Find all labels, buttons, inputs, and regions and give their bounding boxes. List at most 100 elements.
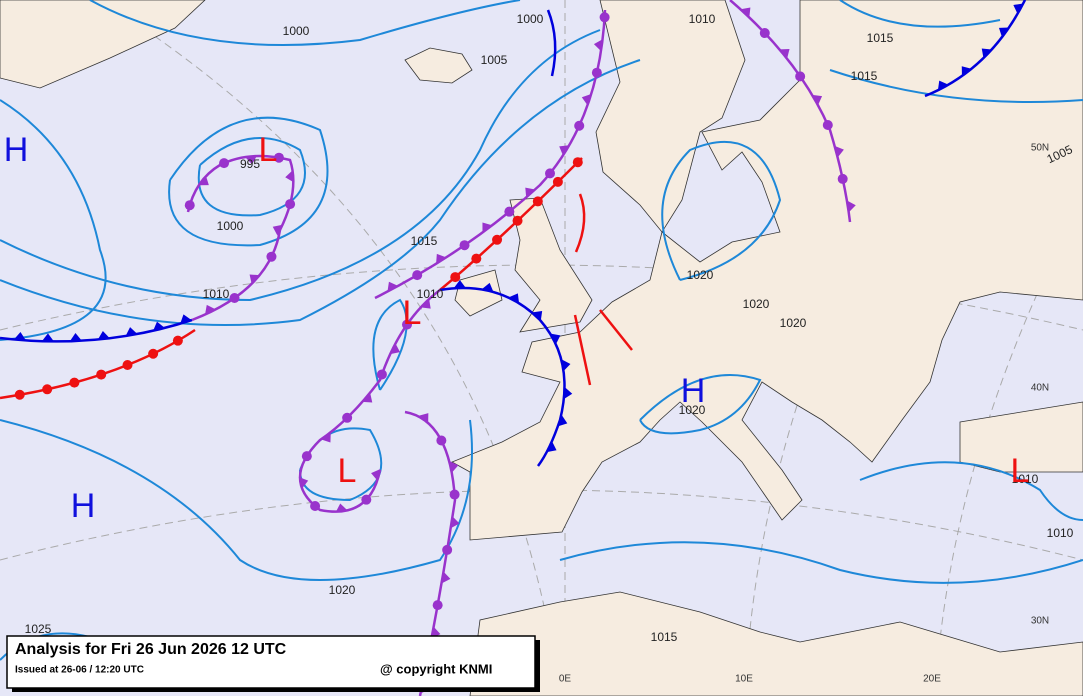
pressure-label: 1020 bbox=[780, 316, 807, 330]
front-symbol bbox=[229, 293, 240, 304]
front-symbol bbox=[301, 451, 312, 462]
pressure-label: 1000 bbox=[517, 12, 544, 26]
front-symbol bbox=[593, 39, 603, 52]
pressure-label: 1015 bbox=[867, 31, 894, 45]
europe bbox=[451, 0, 1083, 541]
pressure-center: L bbox=[403, 294, 422, 332]
front-symbol bbox=[449, 460, 459, 473]
pressure-label: 1025 bbox=[25, 622, 52, 636]
front-symbol bbox=[1013, 3, 1024, 15]
pressure-center: H bbox=[681, 372, 706, 410]
isobar bbox=[0, 29, 601, 302]
front-symbol bbox=[482, 222, 493, 233]
front-symbol bbox=[546, 441, 557, 453]
pressure-label: 1010 bbox=[1012, 472, 1039, 486]
ireland bbox=[454, 269, 503, 317]
fronts bbox=[0, 0, 1027, 696]
grid-label: 20E bbox=[923, 674, 941, 685]
front-symbol bbox=[148, 348, 159, 359]
front-symbol bbox=[561, 359, 571, 372]
front bbox=[546, 9, 557, 77]
front-symbol bbox=[387, 281, 399, 292]
front-symbol bbox=[450, 272, 461, 283]
greenland bbox=[0, 0, 206, 89]
front-symbol bbox=[285, 199, 296, 210]
front-symbol bbox=[153, 321, 165, 331]
front-symbol bbox=[310, 501, 321, 512]
front-symbol bbox=[125, 327, 138, 337]
front-symbol bbox=[449, 489, 460, 500]
front-symbol bbox=[273, 152, 284, 163]
front-symbol bbox=[41, 333, 54, 342]
front-symbol bbox=[795, 71, 806, 82]
front-symbol bbox=[335, 503, 348, 513]
pressure-label: 1005 bbox=[481, 53, 508, 67]
pressure-label: 1000 bbox=[217, 219, 244, 233]
pressure-label: 995 bbox=[240, 157, 260, 171]
front-symbol bbox=[557, 415, 568, 427]
front-symbol bbox=[13, 331, 26, 341]
isobar bbox=[639, 374, 762, 435]
front-symbol bbox=[441, 571, 451, 584]
front-symbol bbox=[550, 333, 561, 345]
front bbox=[574, 193, 586, 253]
front-symbol bbox=[266, 251, 277, 262]
front-symbol bbox=[961, 66, 972, 77]
front-symbol bbox=[552, 176, 563, 187]
front-symbol bbox=[545, 168, 556, 179]
front-symbol bbox=[812, 94, 823, 106]
front-symbol bbox=[97, 330, 110, 340]
pressure-label: 1000 bbox=[283, 24, 310, 38]
grid-line bbox=[99, 0, 561, 696]
front-symbol bbox=[937, 80, 949, 91]
isobars bbox=[0, 0, 1083, 661]
isobar bbox=[0, 99, 107, 341]
front-symbol bbox=[508, 293, 520, 304]
trough bbox=[573, 309, 633, 386]
copyright: @ copyright KNMI bbox=[380, 661, 492, 676]
front-symbol bbox=[245, 155, 258, 165]
isobar bbox=[89, 0, 521, 46]
front-symbol bbox=[96, 369, 107, 380]
front-symbol bbox=[581, 93, 592, 106]
pressure-label: 1020 bbox=[679, 403, 706, 417]
grid-label: 0E bbox=[559, 674, 572, 685]
isobar bbox=[0, 59, 641, 326]
front-symbol bbox=[180, 314, 192, 324]
front-symbol bbox=[779, 49, 790, 59]
front-symbol bbox=[418, 413, 429, 424]
isobar bbox=[0, 419, 473, 581]
pressure-center: L bbox=[1011, 452, 1030, 490]
front-symbol bbox=[504, 206, 515, 217]
front-symbol bbox=[122, 359, 133, 370]
front-symbol bbox=[591, 67, 602, 78]
pressure-center: L bbox=[259, 131, 278, 169]
isobar bbox=[829, 0, 1083, 103]
front-symbol bbox=[219, 158, 230, 169]
front-symbol bbox=[563, 387, 573, 400]
front-symbol bbox=[342, 412, 353, 423]
isobar bbox=[372, 298, 408, 391]
front-symbol bbox=[981, 48, 992, 59]
front-symbol bbox=[450, 516, 460, 529]
occluded-front bbox=[298, 289, 441, 513]
front-symbol bbox=[371, 469, 381, 481]
front-symbol bbox=[759, 28, 770, 39]
front-symbol bbox=[184, 200, 195, 211]
front-symbol bbox=[204, 304, 216, 315]
front-symbol bbox=[998, 27, 1009, 38]
title: Analysis for Fri 26 Jun 2026 12 UTC bbox=[15, 641, 287, 658]
front-symbol bbox=[436, 435, 447, 446]
front-symbol bbox=[432, 600, 443, 611]
front-symbol bbox=[42, 384, 53, 395]
front-symbol bbox=[320, 432, 331, 443]
front-symbol bbox=[285, 170, 294, 183]
front-symbol bbox=[532, 310, 543, 321]
front-symbol bbox=[69, 333, 82, 342]
front-symbol bbox=[837, 173, 848, 184]
front-symbol bbox=[249, 274, 260, 285]
pressure-label: 1015 bbox=[411, 234, 438, 248]
pressure-label: 1015 bbox=[851, 69, 878, 83]
isobar bbox=[197, 137, 306, 217]
